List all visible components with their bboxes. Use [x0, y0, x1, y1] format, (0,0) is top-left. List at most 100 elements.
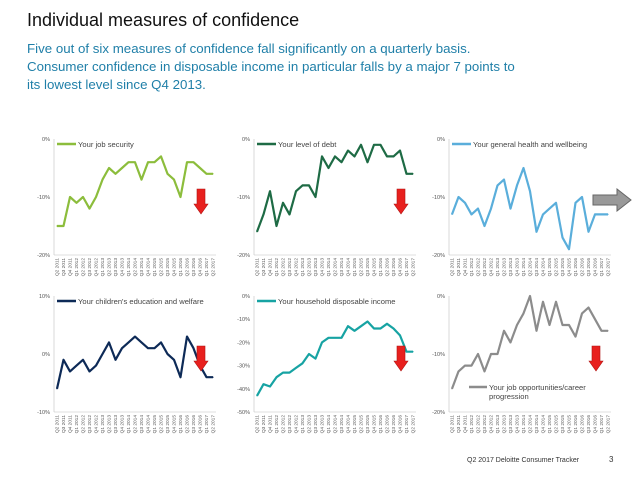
x-tick-label: Q2 2012 [281, 258, 287, 277]
x-tick-label: Q4 2014 [146, 415, 152, 434]
x-tick-label: Q4 2014 [146, 258, 152, 277]
x-tick-label: Q2 2012 [476, 415, 482, 434]
page-title: Individual measures of confidence [27, 10, 300, 30]
legend-label: Your job opportunities/career [489, 383, 586, 392]
x-tick-label: Q4 2011 [268, 415, 274, 433]
x-tick-label: Q1 2014 [521, 258, 527, 277]
x-tick-label: Q2 2015 [554, 258, 560, 277]
legend-label: Your level of debt [278, 140, 337, 149]
data-point [295, 367, 297, 369]
data-point [295, 190, 297, 192]
x-tick-label: Q3 2013 [508, 258, 514, 277]
x-tick-label: Q2 2014 [133, 258, 139, 277]
data-point [256, 395, 258, 397]
x-tick-label: Q3 2013 [113, 258, 119, 277]
data-point [496, 184, 499, 186]
x-tick-label: Q2 2017 [211, 258, 217, 277]
data-point [392, 327, 395, 330]
x-tick-label: Q1 2012 [469, 415, 475, 434]
subtitle-line-3: its lowest level since Q4 2013. [27, 77, 206, 92]
subtitle-line-2: Consumer confidence in disposable income… [27, 59, 515, 74]
x-tick-label: Q4 2011 [68, 415, 74, 433]
data-point [529, 190, 531, 192]
data-point [334, 155, 336, 157]
data-point [114, 359, 117, 361]
x-tick-label: Q1 2016 [573, 258, 579, 277]
data-point [464, 202, 466, 204]
data-point [160, 155, 162, 157]
x-tick-label: Q2 2014 [133, 415, 139, 434]
data-point [327, 337, 330, 339]
x-tick-label: Q3 2012 [287, 415, 293, 434]
data-point [166, 353, 169, 355]
x-tick-label: Q4 2013 [320, 415, 326, 434]
x-tick-label: Q1 2016 [378, 415, 384, 434]
data-point [529, 295, 531, 297]
x-tick-label: Q1 2015 [547, 258, 553, 277]
data-point [75, 365, 78, 367]
x-tick-label: Q2 2014 [333, 415, 339, 434]
data-point [82, 359, 84, 361]
x-tick-label: Q1 2017 [204, 258, 210, 277]
x-tick-label: Q1 2015 [352, 415, 358, 434]
x-tick-label: Q4 2016 [398, 415, 404, 434]
x-tick-label: Q1 2012 [274, 258, 280, 277]
data-point [607, 213, 609, 215]
data-point [568, 248, 570, 250]
data-point [561, 237, 564, 239]
y-tick-label: 0% [42, 352, 50, 358]
x-tick-label: Q2 2012 [281, 415, 287, 434]
x-tick-label: Q3 2016 [391, 415, 397, 434]
x-tick-label: Q3 2011 [61, 415, 67, 433]
data-point [522, 312, 525, 314]
y-tick-label: -10% [237, 195, 250, 201]
next-slide-arrow-icon[interactable] [592, 187, 632, 217]
y-tick-label: 0% [437, 137, 445, 143]
x-tick-label: Q4 2011 [463, 258, 469, 276]
data-point [140, 341, 143, 343]
legend-label: Your children's education and welfare [78, 297, 204, 306]
x-tick-label: Q2 2017 [411, 415, 417, 434]
x-tick-label: Q2 2015 [159, 258, 165, 277]
data-point [405, 173, 408, 175]
x-tick-label: Q2 2015 [159, 415, 165, 434]
data-point [503, 179, 505, 181]
data-point [412, 351, 414, 353]
data-point [95, 196, 97, 198]
x-tick-label: Q1 2013 [300, 415, 306, 434]
x-tick-label: Q1 2014 [326, 258, 332, 277]
x-tick-label: Q2 2011 [450, 415, 456, 433]
x-tick-label: Q3 2015 [560, 415, 566, 434]
x-tick-label: Q3 2016 [191, 415, 197, 434]
data-point [555, 301, 557, 303]
x-tick-label: Q1 2016 [178, 415, 184, 434]
series-line [55, 335, 213, 390]
data-point [56, 225, 58, 227]
x-tick-label: Q4 2015 [172, 415, 178, 434]
data-point [282, 372, 284, 374]
chart-health-wellbeing: 0% -10% -20% Q2 2011 Q3 2011 Q4 2011 Q1 2012 Q2… [415, 131, 615, 291]
x-tick-label: Q4 2014 [346, 258, 352, 277]
data-point [179, 376, 182, 378]
y-tick-label: -40% [237, 387, 250, 393]
x-tick-label: Q2 2015 [554, 415, 560, 434]
x-tick-label: Q1 2017 [599, 258, 605, 277]
x-tick-label: Q1 2012 [274, 415, 280, 434]
chart-job-security: 0% -10% -20% Q2 2011 Q3 2011 Q4 2011 Q1 2012 Q2… [20, 131, 220, 291]
legend-label: Your household disposable income [278, 297, 396, 306]
down-arrow-shape [193, 188, 209, 215]
chart-level-of-debt: 0% -10% -20% Q2 2011 Q3 2011 Q4 2011 Q1 2012 Q2… [220, 131, 420, 291]
x-tick-label: Q2 2017 [606, 415, 612, 434]
x-tick-label: Q1 2012 [469, 258, 475, 277]
x-tick-label: Q1 2012 [74, 258, 80, 277]
data-point [205, 376, 208, 378]
x-tick-label: Q3 2015 [165, 258, 171, 277]
x-tick-label: Q2 2012 [81, 258, 87, 277]
x-tick-label: Q3 2011 [261, 258, 267, 276]
x-tick-label: Q4 2015 [567, 415, 573, 434]
down-arrow-shape [393, 345, 409, 372]
series-line [57, 155, 213, 228]
data-point [321, 155, 323, 157]
data-point [212, 173, 214, 175]
x-tick-label: Q2 2016 [185, 415, 191, 434]
